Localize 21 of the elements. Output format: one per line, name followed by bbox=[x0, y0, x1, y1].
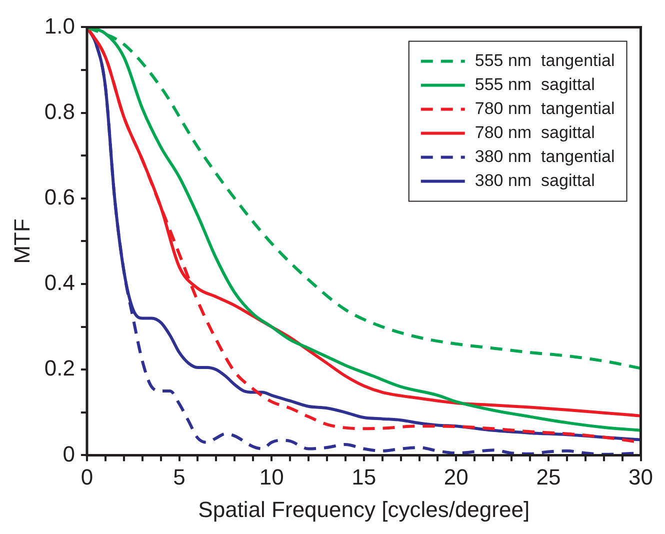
y-tick-label: 0.8 bbox=[44, 98, 75, 124]
legend-label: 380 nm tangential bbox=[474, 146, 615, 166]
y-axis-title: MTF bbox=[9, 218, 34, 264]
legend-label: 780 nm tangential bbox=[474, 98, 615, 118]
x-tick-label: 5 bbox=[173, 464, 186, 490]
x-tick-label: 0 bbox=[80, 464, 94, 490]
x-tick-label: 10 bbox=[259, 464, 284, 490]
legend-label: 555 nm tangential bbox=[474, 50, 615, 70]
legend-label: 555 nm sagittal bbox=[474, 74, 595, 94]
x-tick-label: 30 bbox=[628, 464, 654, 490]
legend-label: 780 nm sagittal bbox=[474, 122, 595, 142]
y-tick-label: 0.2 bbox=[44, 356, 75, 381]
legend-label: 380 nm sagittal bbox=[474, 170, 595, 190]
y-tick-label: 0 bbox=[62, 441, 75, 466]
x-tick-label: 25 bbox=[536, 464, 561, 490]
x-tick-label: 15 bbox=[352, 464, 376, 490]
x-tick-label: 20 bbox=[444, 464, 468, 490]
y-tick-label: 0.6 bbox=[44, 184, 75, 210]
x-axis-title: Spatial Frequency [cycles/degree] bbox=[198, 496, 530, 522]
y-tick-label: 1.0 bbox=[44, 13, 75, 38]
y-tick-label: 0.4 bbox=[44, 270, 75, 296]
